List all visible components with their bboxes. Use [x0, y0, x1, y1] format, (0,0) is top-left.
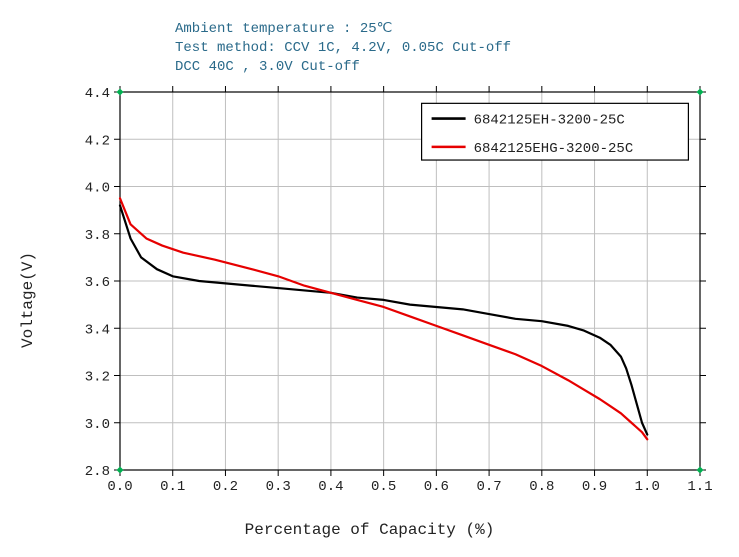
y-tick-label: 4.0 — [85, 181, 110, 197]
chart-caption: Ambient temperature : 25℃ Test method: C… — [175, 20, 511, 77]
y-tick-label: 3.0 — [85, 417, 110, 433]
x-tick-label: 0.5 — [371, 479, 396, 495]
y-tick-label: 4.2 — [85, 133, 110, 149]
x-tick-label: 0.0 — [107, 479, 132, 495]
caption-line-3: DCC 40C , 3.0V Cut-off — [175, 59, 360, 75]
y-tick-label: 2.8 — [85, 464, 110, 480]
x-tick-label: 0.6 — [424, 479, 449, 495]
legend-entry-label: 6842125EH-3200-25C — [474, 113, 625, 129]
x-tick-label: 1.0 — [635, 479, 660, 495]
x-tick-label: 0.1 — [160, 479, 185, 495]
x-tick-label: 1.1 — [687, 479, 712, 495]
y-tick-label: 3.6 — [85, 275, 110, 291]
y-axis-label: Voltage(V) — [19, 252, 37, 348]
x-tick-label: 0.8 — [529, 479, 554, 495]
x-tick-label: 0.7 — [476, 479, 501, 495]
y-tick-label: 4.4 — [85, 86, 110, 102]
x-tick-label: 0.9 — [582, 479, 607, 495]
x-tick-label: 0.3 — [266, 479, 291, 495]
caption-line-1: Ambient temperature : 25℃ — [175, 21, 392, 37]
y-tick-label: 3.4 — [85, 322, 110, 338]
discharge-curve-chart: 0.0 0.1 0.2 0.3 0.4 0.5 0.6 0.7 0.8 0.9 1.0 1.1 2.8 3… — [0, 0, 739, 557]
x-tick-label: 0.2 — [213, 479, 238, 495]
legend-entry-label: 6842125EHG-3200-25C — [474, 141, 634, 157]
caption-line-2: Test method: CCV 1C, 4.2V, 0.05C Cut-off — [175, 40, 511, 56]
y-tick-label: 3.2 — [85, 370, 110, 386]
x-axis-label: Percentage of Capacity (%) — [0, 521, 739, 539]
x-tick-label: 0.4 — [318, 479, 343, 495]
y-tick-label: 3.8 — [85, 228, 110, 244]
